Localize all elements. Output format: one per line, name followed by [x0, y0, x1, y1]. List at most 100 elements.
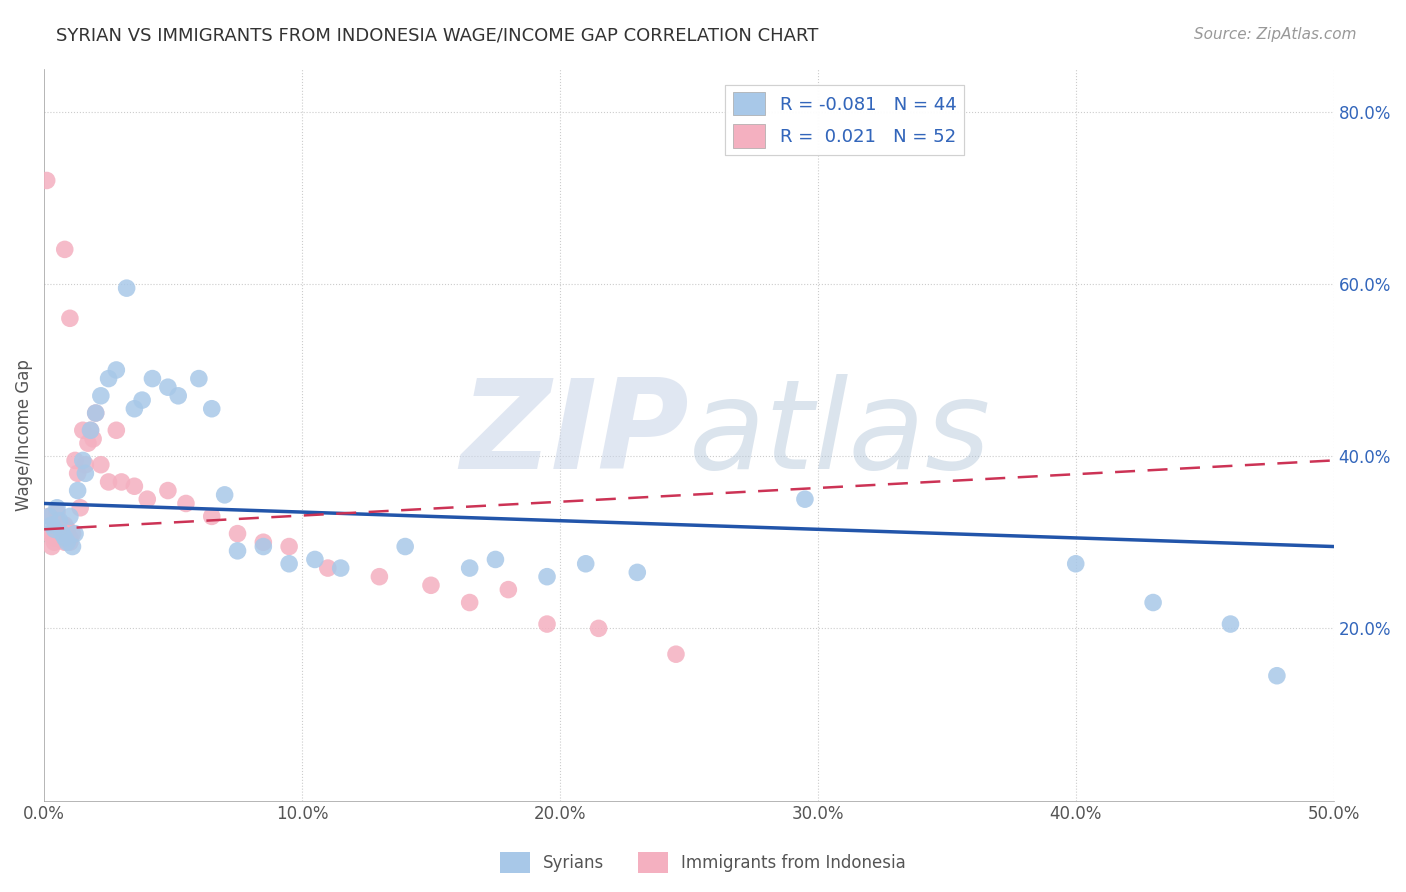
Point [665, 647, 688, 661]
Point [62, 540, 84, 554]
Point [72, 423, 94, 437]
Point [56, 526, 79, 541]
Point [1142, 595, 1164, 609]
Point [115, 281, 138, 295]
Point [226, 544, 249, 558]
Point [46, 514, 69, 528]
Point [156, 380, 179, 394]
Point [174, 496, 197, 510]
Point [59, 509, 82, 524]
Point [368, 570, 391, 584]
Point [90, 389, 112, 403]
Point [51, 518, 73, 533]
Point [536, 570, 558, 584]
Point [53, 243, 76, 257]
Point [66, 467, 89, 481]
Point [124, 479, 146, 493]
Point [156, 483, 179, 498]
Point [394, 540, 416, 554]
Legend: Syrians, Immigrants from Indonesia: Syrians, Immigrants from Indonesia [494, 846, 912, 880]
Point [201, 401, 224, 416]
Point [46, 522, 69, 536]
Point [38, 509, 60, 524]
Point [59, 311, 82, 326]
Point [420, 578, 443, 592]
Point [793, 492, 815, 507]
Point [53, 531, 76, 545]
Point [79, 423, 101, 437]
Point [51, 531, 73, 545]
Point [44, 522, 66, 536]
Point [48, 526, 70, 541]
Point [626, 566, 648, 580]
Point [63, 526, 86, 541]
Point [575, 557, 598, 571]
Point [124, 401, 146, 416]
Point [588, 621, 610, 635]
Text: SYRIAN VS IMMIGRANTS FROM INDONESIA WAGE/INCOME GAP CORRELATION CHART: SYRIAN VS IMMIGRANTS FROM INDONESIA WAGE… [56, 27, 818, 45]
Text: atlas: atlas [689, 374, 991, 495]
Legend: R = -0.081   N = 44, R =  0.021   N = 52: R = -0.081 N = 44, R = 0.021 N = 52 [725, 85, 963, 154]
Point [105, 423, 128, 437]
Point [82, 432, 104, 446]
Text: Source: ZipAtlas.com: Source: ZipAtlas.com [1194, 27, 1357, 42]
Point [167, 389, 190, 403]
Point [226, 526, 249, 541]
Point [79, 423, 101, 437]
Point [329, 561, 352, 575]
Point [97, 475, 120, 489]
Point [84, 406, 107, 420]
Point [536, 617, 558, 632]
Point [56, 522, 79, 536]
Point [75, 467, 97, 481]
Point [35, 173, 58, 187]
Point [62, 526, 84, 541]
Point [46, 500, 69, 515]
Point [53, 518, 76, 533]
Point [48, 526, 70, 541]
Point [84, 406, 107, 420]
Point [252, 535, 274, 549]
Point [41, 526, 63, 541]
Point [44, 531, 66, 545]
Point [38, 509, 60, 524]
Point [41, 518, 63, 533]
Point [304, 552, 326, 566]
Point [90, 458, 112, 472]
Point [458, 561, 481, 575]
Point [56, 535, 79, 549]
Point [105, 363, 128, 377]
Point [66, 483, 89, 498]
Point [131, 393, 153, 408]
Point [1219, 617, 1241, 632]
Point [214, 488, 236, 502]
Point [484, 552, 506, 566]
Text: ZIP: ZIP [460, 374, 689, 495]
Point [38, 526, 60, 541]
Point [1265, 669, 1288, 683]
Point [59, 531, 82, 545]
Point [41, 540, 63, 554]
Point [44, 535, 66, 549]
Point [136, 492, 159, 507]
Y-axis label: Wage/Income Gap: Wage/Income Gap [15, 359, 32, 510]
Point [97, 371, 120, 385]
Point [46, 505, 69, 519]
Point [51, 526, 73, 541]
Point [53, 535, 76, 549]
Point [75, 458, 97, 472]
Point [458, 595, 481, 609]
Point [141, 371, 163, 385]
Point [252, 540, 274, 554]
Point [187, 371, 209, 385]
Point [278, 557, 301, 571]
Point [278, 540, 301, 554]
Point [63, 453, 86, 467]
Point [316, 561, 339, 575]
Point [59, 535, 82, 549]
Point [1064, 557, 1087, 571]
Point [498, 582, 520, 597]
Point [69, 500, 91, 515]
Point [201, 509, 224, 524]
Point [110, 475, 132, 489]
